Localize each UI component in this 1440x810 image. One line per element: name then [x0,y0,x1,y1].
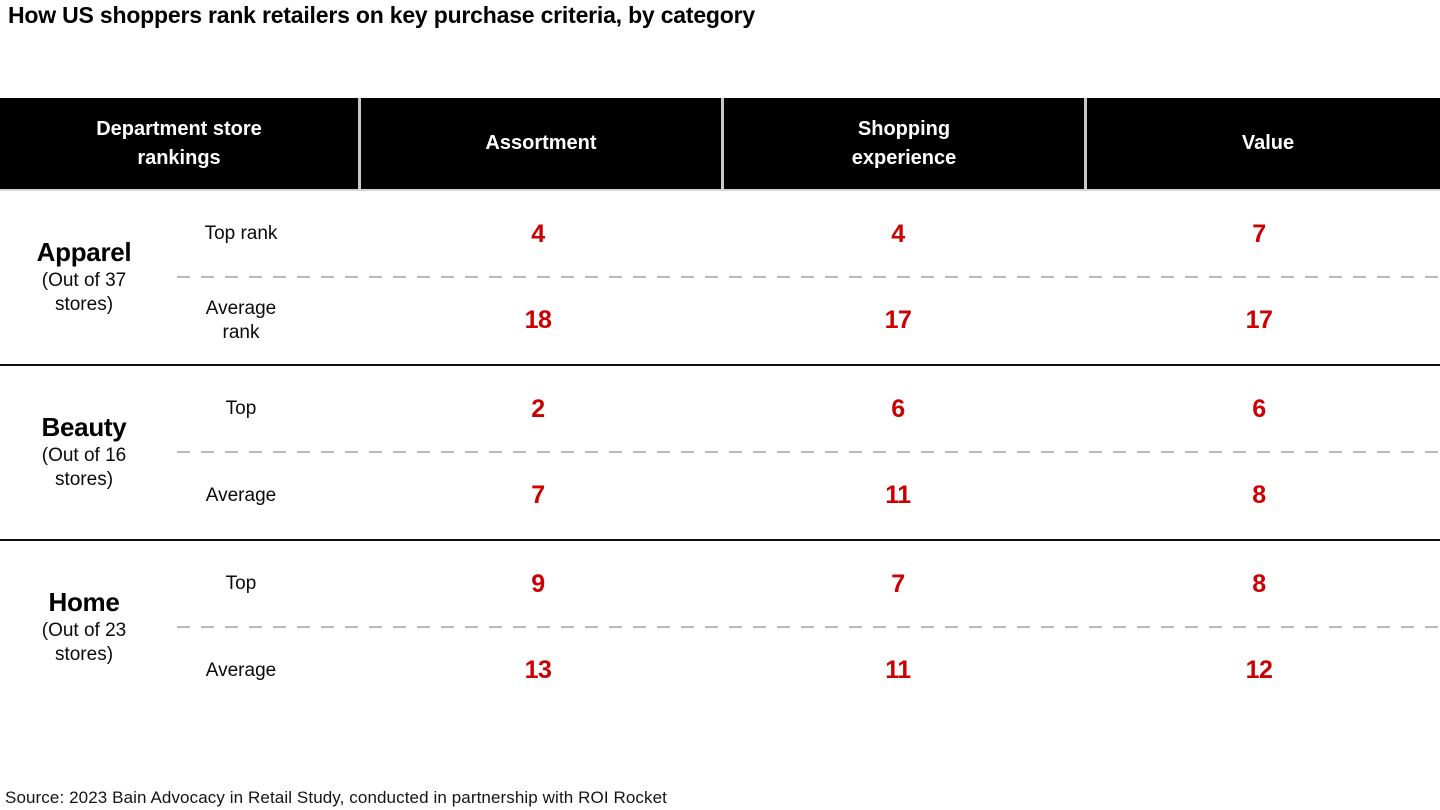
value-beauty-avg-value: 8 [1252,481,1266,509]
category-name: Apparel [36,236,132,267]
row-label-top: Top [168,541,358,627]
category-cell: Beauty (Out of 16 stores) [0,366,168,539]
row-label-text: Average [205,659,277,681]
value-beauty-top-value: 6 [1252,394,1266,423]
row-label-top: Top rank [168,191,358,277]
value-apparel-top-assortment: 4 [531,219,545,248]
value-apparel-avg-value: 17 [1245,306,1273,334]
value-beauty-top-shopping: 6 [891,394,905,423]
row-label-text: Top [225,573,257,594]
section-apparel: Apparel (Out of 37 stores) Top rank 4 4 … [0,191,1440,366]
value-beauty-top-assortment: 2 [531,394,545,423]
row-label-text: Top rank [204,223,278,244]
category-cell: Home (Out of 23 stores) [0,541,168,714]
header-label: Value [1241,132,1295,154]
header-label: Assortment [485,132,597,154]
row-label-text: Average rank [205,297,277,343]
value-home-top-shopping: 7 [891,569,905,598]
value-home-avg-value: 12 [1245,656,1273,684]
value-beauty-avg-shopping: 11 [885,481,911,509]
value-apparel-avg-assortment: 18 [524,306,552,334]
source-note: Source: 2023 Bain Advocacy in Retail Stu… [5,788,667,807]
section-beauty: Beauty (Out of 16 stores) Top 2 6 6 Aver… [0,366,1440,541]
row-label-average: Average rank [168,277,358,364]
row-label-average: Average [168,627,358,714]
value-apparel-top-shopping: 4 [891,219,905,248]
header-label: Department store rankings [96,117,262,169]
header-cell-department-store-rankings: Department store rankings [0,98,358,189]
value-apparel-top-value: 7 [1252,219,1266,248]
category-name: Home [48,586,120,617]
ranking-table: Department store rankings Assortment Sho… [0,98,1440,716]
dashed-row-divider [177,626,1440,628]
header-cell-shopping-experience: Shopping experience [724,98,1084,189]
page-title: How US shoppers rank retailers on key pu… [8,2,755,28]
section-home: Home (Out of 23 stores) Top 9 7 8 Averag… [0,541,1440,716]
category-subtitle: (Out of 16 stores) [41,445,127,491]
category-name: Beauty [41,411,127,442]
value-home-avg-shopping: 11 [885,656,911,684]
table-header-row: Department store rankings Assortment Sho… [0,98,1440,191]
value-home-avg-assortment: 13 [524,656,552,684]
category-subtitle: (Out of 37 stores) [41,270,127,316]
header-cell-value: Value [1087,98,1440,189]
header-cell-assortment: Assortment [361,98,721,189]
category-cell: Apparel (Out of 37 stores) [0,191,168,364]
row-label-text: Top [225,398,257,419]
header-label: Shopping experience [851,117,957,169]
dashed-row-divider [177,451,1440,453]
value-home-top-value: 8 [1252,569,1266,598]
value-home-top-assortment: 9 [531,569,545,598]
row-label-text: Average [205,484,277,506]
value-apparel-avg-shopping: 17 [884,306,912,334]
value-beauty-avg-assortment: 7 [531,481,545,509]
row-label-average: Average [168,452,358,539]
row-label-top: Top [168,366,358,452]
category-subtitle: (Out of 23 stores) [41,620,127,666]
dashed-row-divider [177,276,1440,278]
